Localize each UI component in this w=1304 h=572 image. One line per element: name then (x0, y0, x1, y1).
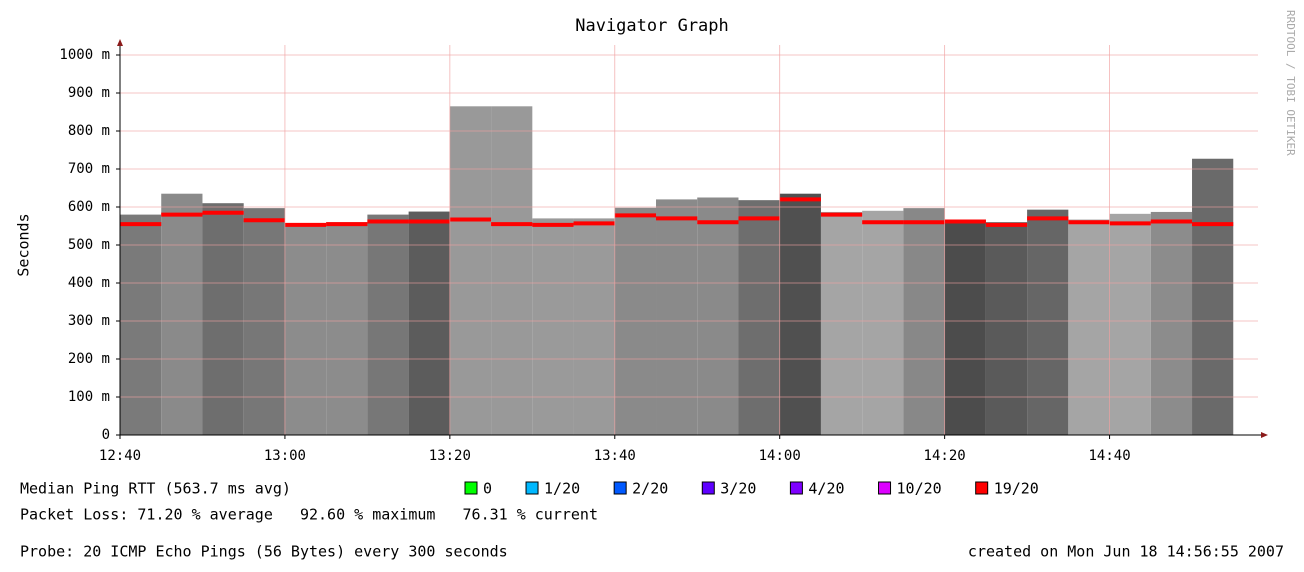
x-tick-label: 13:20 (429, 448, 471, 464)
smoke-bar (985, 222, 1028, 435)
smoke-bar (944, 219, 986, 435)
smoke-bar (1068, 219, 1110, 435)
x-axis-arrow (1261, 432, 1268, 438)
smoke-bar (903, 208, 945, 435)
y-tick-label: 0 (102, 427, 110, 443)
x-tick-label: 13:00 (264, 448, 306, 464)
smoke-bar (284, 223, 327, 435)
legend-swatch (789, 481, 803, 495)
smoke-bar (202, 203, 244, 435)
legend-label: 10/20 (897, 480, 942, 498)
y-axis-label: Seconds (15, 213, 33, 276)
y-tick-label: 600 m (68, 199, 110, 215)
smoke-bar (532, 218, 574, 435)
legend-label: 0 (483, 480, 492, 498)
y-tick-label: 100 m (68, 389, 110, 405)
smoke-bar (697, 197, 739, 435)
smoke-bar (1150, 211, 1193, 435)
legend-swatch (613, 481, 627, 495)
smoke-bar (367, 214, 409, 435)
smoke-bar (1192, 158, 1234, 436)
x-tick-label: 14:00 (759, 448, 801, 464)
watermark: RRDTOOL / TOBI OETIKER (1284, 10, 1297, 156)
x-tick-label: 13:40 (594, 448, 636, 464)
x-tick-label: 12:40 (99, 448, 141, 464)
legend-swatch (525, 481, 539, 495)
probe-line: Probe: 20 ICMP Echo Pings (56 Bytes) eve… (20, 543, 508, 561)
smoke-bar (161, 193, 203, 435)
smoke-bar (491, 106, 533, 436)
smoke-bar (1027, 209, 1069, 435)
legend-swatch (701, 481, 715, 495)
y-axis-arrow (117, 39, 123, 46)
smoke-bar (449, 106, 492, 436)
smoke-bar (820, 211, 863, 435)
y-tick-label: 300 m (68, 313, 110, 329)
y-tick-label: 900 m (68, 85, 110, 101)
legend-label: 2/20 (632, 480, 668, 498)
legend-swatch (975, 481, 989, 495)
smoke-bar (243, 208, 285, 435)
legend-label: 4/20 (808, 480, 844, 498)
loss-line: Packet Loss: 71.20 % average 92.60 % max… (20, 506, 598, 524)
y-tick-label: 1000 m (59, 47, 110, 63)
smoke-bar (326, 222, 368, 435)
smoke-bar (408, 211, 450, 435)
legend-label: 1/20 (544, 480, 580, 498)
legend-label: 19/20 (994, 480, 1039, 498)
y-tick-label: 800 m (68, 123, 110, 139)
smoke-bar (1109, 213, 1151, 435)
smoke-bar (120, 214, 162, 435)
smoke-bar (862, 210, 904, 435)
y-tick-label: 500 m (68, 237, 110, 253)
x-tick-label: 14:20 (924, 448, 966, 464)
y-tick-label: 200 m (68, 351, 110, 367)
legend-swatch (878, 481, 892, 495)
y-tick-label: 400 m (68, 275, 110, 291)
y-tick-label: 700 m (68, 161, 110, 177)
smoke-bar (738, 200, 780, 435)
x-tick-label: 14:40 (1088, 448, 1130, 464)
legend-label: 3/20 (720, 480, 756, 498)
legend-title: Median Ping RTT (563.7 ms avg) (20, 480, 291, 498)
created-line: created on Mon Jun 18 14:56:55 2007 (968, 543, 1284, 561)
smoke-bar (779, 193, 821, 435)
smoke-bar (656, 199, 698, 435)
legend-swatch (464, 481, 478, 495)
smoke-bar (573, 218, 615, 435)
chart-title: Navigator Graph (575, 16, 729, 36)
